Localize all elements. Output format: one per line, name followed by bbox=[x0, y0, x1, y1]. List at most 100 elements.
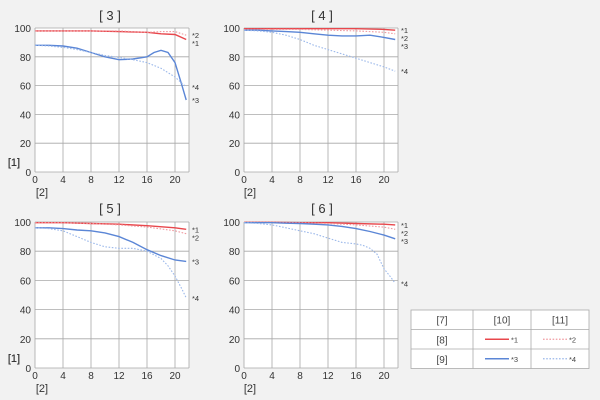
y-tick-label: 60 bbox=[229, 82, 241, 93]
series-end-label: *4 bbox=[192, 294, 199, 303]
x-tick-label: 8 bbox=[88, 371, 94, 382]
x-tick-label: 16 bbox=[350, 371, 362, 382]
legend-dotted-label: *2 bbox=[569, 335, 576, 344]
series-line bbox=[35, 44, 187, 101]
y-axis-label: [1] bbox=[8, 157, 20, 169]
plot-area bbox=[35, 222, 189, 368]
y-tick-label: 80 bbox=[20, 53, 32, 64]
x-tick-label: 20 bbox=[169, 371, 181, 382]
chart-title: [ 5 ] bbox=[99, 201, 121, 216]
x-tick-label: 4 bbox=[60, 371, 66, 382]
y-axis-label: [1] bbox=[8, 353, 20, 365]
chart-panel: 0 4 8 12 16 20 0 20 40 60 80 100 [ 3 ] [1] [2] *2*1 *4 *3 bbox=[8, 8, 199, 199]
y-tick-label: 20 bbox=[20, 139, 32, 150]
x-tick-label: 20 bbox=[378, 371, 390, 382]
chart-panel: 0 4 8 12 16 20 0 20 40 60 80 100 [ 5 ] [1] [2] *1*2 *3 *4 bbox=[8, 201, 199, 395]
series-line bbox=[35, 30, 187, 36]
x-tick-label: 20 bbox=[378, 175, 390, 186]
y-tick-label: 20 bbox=[229, 139, 241, 150]
series-end-label: *3 bbox=[401, 42, 408, 51]
y-axis-label: [1] bbox=[8, 353, 20, 365]
y-tick-label: 100 bbox=[223, 24, 240, 35]
series-end-label: *4 bbox=[401, 67, 408, 76]
y-tick-label: 80 bbox=[229, 53, 241, 64]
chart-title: [ 4 ] bbox=[311, 8, 333, 23]
x-tick-label: 0 bbox=[32, 175, 38, 186]
x-tick-label: 16 bbox=[141, 175, 153, 186]
y-tick-label: 0 bbox=[234, 168, 240, 179]
y-tick-label: 100 bbox=[14, 218, 31, 229]
series-line bbox=[35, 227, 187, 263]
x-tick-label: 4 bbox=[269, 175, 275, 186]
x-tick-label: 12 bbox=[322, 371, 334, 382]
series-end-label: *1 bbox=[401, 221, 408, 230]
y-tick-label: 20 bbox=[20, 335, 32, 346]
legend-solid-label: *3 bbox=[511, 355, 518, 364]
x-tick-label: 16 bbox=[350, 175, 362, 186]
series-line bbox=[243, 29, 396, 72]
chart-title: [ 3 ] bbox=[99, 8, 121, 23]
legend-dotted-label: *4 bbox=[569, 355, 576, 364]
x-tick-label: 8 bbox=[297, 175, 303, 186]
series-end-label: *3 bbox=[401, 237, 408, 246]
y-tick-label: 60 bbox=[229, 276, 241, 287]
y-tick-label: 100 bbox=[223, 218, 240, 229]
x-tick-label: 8 bbox=[297, 371, 303, 382]
x-axis-label: [2] bbox=[36, 187, 48, 199]
series-end-label: *1 bbox=[192, 39, 199, 48]
series-end-label: *2 bbox=[192, 233, 199, 242]
x-tick-label: 20 bbox=[169, 175, 181, 186]
x-tick-label: 4 bbox=[269, 371, 275, 382]
series-end-label: *4 bbox=[192, 83, 199, 92]
series-line bbox=[244, 28, 396, 31]
x-tick-label: 4 bbox=[60, 175, 66, 186]
series-line bbox=[244, 29, 396, 41]
series-end-label: *3 bbox=[192, 96, 199, 105]
legend-table: [7] [10] [11] [8] *1 *2 [9] *3 *4 bbox=[410, 309, 590, 369]
x-tick-label: 16 bbox=[141, 371, 153, 382]
y-tick-label: 40 bbox=[229, 306, 241, 317]
y-tick-label: 80 bbox=[229, 247, 241, 258]
y-tick-label: 80 bbox=[20, 247, 32, 258]
y-axis-label: [1] bbox=[8, 157, 20, 169]
plot-area bbox=[244, 28, 398, 172]
x-axis-label: [2] bbox=[244, 187, 256, 199]
x-tick-label: 8 bbox=[88, 175, 94, 186]
x-axis-label: [2] bbox=[244, 383, 256, 395]
series-line bbox=[34, 227, 187, 299]
series-end-label: *2 bbox=[401, 229, 408, 238]
legend-solid-label: *1 bbox=[511, 335, 518, 344]
series-end-label: *1 bbox=[192, 225, 199, 234]
series-line bbox=[243, 222, 396, 284]
chart-title: [ 6 ] bbox=[311, 201, 333, 216]
y-tick-label: 40 bbox=[229, 110, 241, 121]
legend-header-cell: [10] bbox=[494, 316, 511, 327]
series-line bbox=[244, 221, 396, 240]
x-tick-label: 12 bbox=[113, 175, 125, 186]
series-line bbox=[35, 221, 187, 230]
y-tick-label: 0 bbox=[234, 364, 240, 375]
series-end-label: *2 bbox=[192, 31, 199, 40]
legend-header-cell: [7] bbox=[436, 316, 447, 327]
legend-row-label: [8] bbox=[436, 335, 447, 346]
y-tick-label: 20 bbox=[229, 335, 241, 346]
y-tick-label: 60 bbox=[20, 276, 32, 287]
x-tick-label: 0 bbox=[241, 371, 247, 382]
series-line bbox=[244, 221, 396, 230]
y-tick-label: 100 bbox=[14, 24, 31, 35]
y-tick-label: 40 bbox=[20, 110, 32, 121]
legend-row-label: [9] bbox=[436, 355, 447, 366]
plot-area bbox=[244, 222, 398, 368]
y-tick-label: 0 bbox=[25, 364, 31, 375]
series-line bbox=[244, 28, 396, 35]
series-end-label: *2 bbox=[401, 34, 408, 43]
legend-header-cell: [11] bbox=[552, 316, 568, 327]
x-axis-label: [2] bbox=[36, 383, 48, 395]
series-line bbox=[35, 222, 187, 235]
y-tick-label: 60 bbox=[20, 82, 32, 93]
plot-area bbox=[35, 28, 189, 172]
